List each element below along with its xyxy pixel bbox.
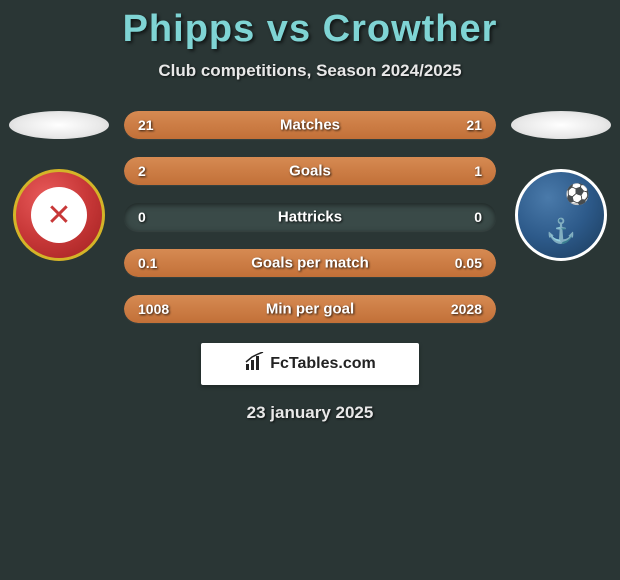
stat-fill-left	[124, 157, 370, 185]
stat-bar: 0.1 0.05 Goals per match	[124, 249, 496, 277]
stat-right-value: 1	[474, 163, 482, 179]
right-club-badge	[515, 169, 607, 261]
stat-left-value: 2	[138, 163, 146, 179]
stats-column: 2121Matches21Goals00Hattricks0.10.05Goal…	[124, 111, 496, 323]
stat-right-value: 0	[474, 209, 482, 225]
stat-label: Hattricks	[278, 209, 342, 226]
right-player-col	[506, 111, 616, 261]
main-row: 2121Matches21Goals00Hattricks0.10.05Goal…	[0, 111, 620, 323]
stat-label: Min per goal	[266, 301, 354, 318]
stat-label: Goals per match	[251, 255, 369, 272]
stat-left-value: 0	[138, 209, 146, 225]
stat-bar: 2 1 Goals	[124, 157, 496, 185]
left-player-col	[4, 111, 114, 261]
subtitle: Club competitions, Season 2024/2025	[0, 61, 620, 81]
stat-right-value: 21	[466, 117, 482, 133]
page-title: Phipps vs Crowther	[0, 8, 620, 51]
stat-bar: 21 21 Matches	[124, 111, 496, 139]
stat-left-value: 1008	[138, 301, 169, 317]
brand-chart-icon	[244, 352, 266, 377]
comparison-widget: Phipps vs Crowther Club competitions, Se…	[0, 0, 620, 423]
right-player-avatar	[511, 111, 611, 139]
stat-bar: 1008 2028 Min per goal	[124, 295, 496, 323]
stat-left-value: 21	[138, 117, 154, 133]
brand-box[interactable]: FcTables.com	[201, 343, 419, 385]
left-club-badge	[13, 169, 105, 261]
left-player-avatar	[9, 111, 109, 139]
brand-label: FcTables.com	[270, 355, 376, 373]
stat-bar: 0 0 Hattricks	[124, 203, 496, 231]
stat-right-value: 2028	[451, 301, 482, 317]
stat-right-value: 0.05	[455, 255, 482, 271]
stat-label: Matches	[280, 117, 340, 134]
date-label: 23 january 2025	[0, 403, 620, 423]
stat-label: Goals	[289, 163, 331, 180]
stat-left-value: 0.1	[138, 255, 157, 271]
